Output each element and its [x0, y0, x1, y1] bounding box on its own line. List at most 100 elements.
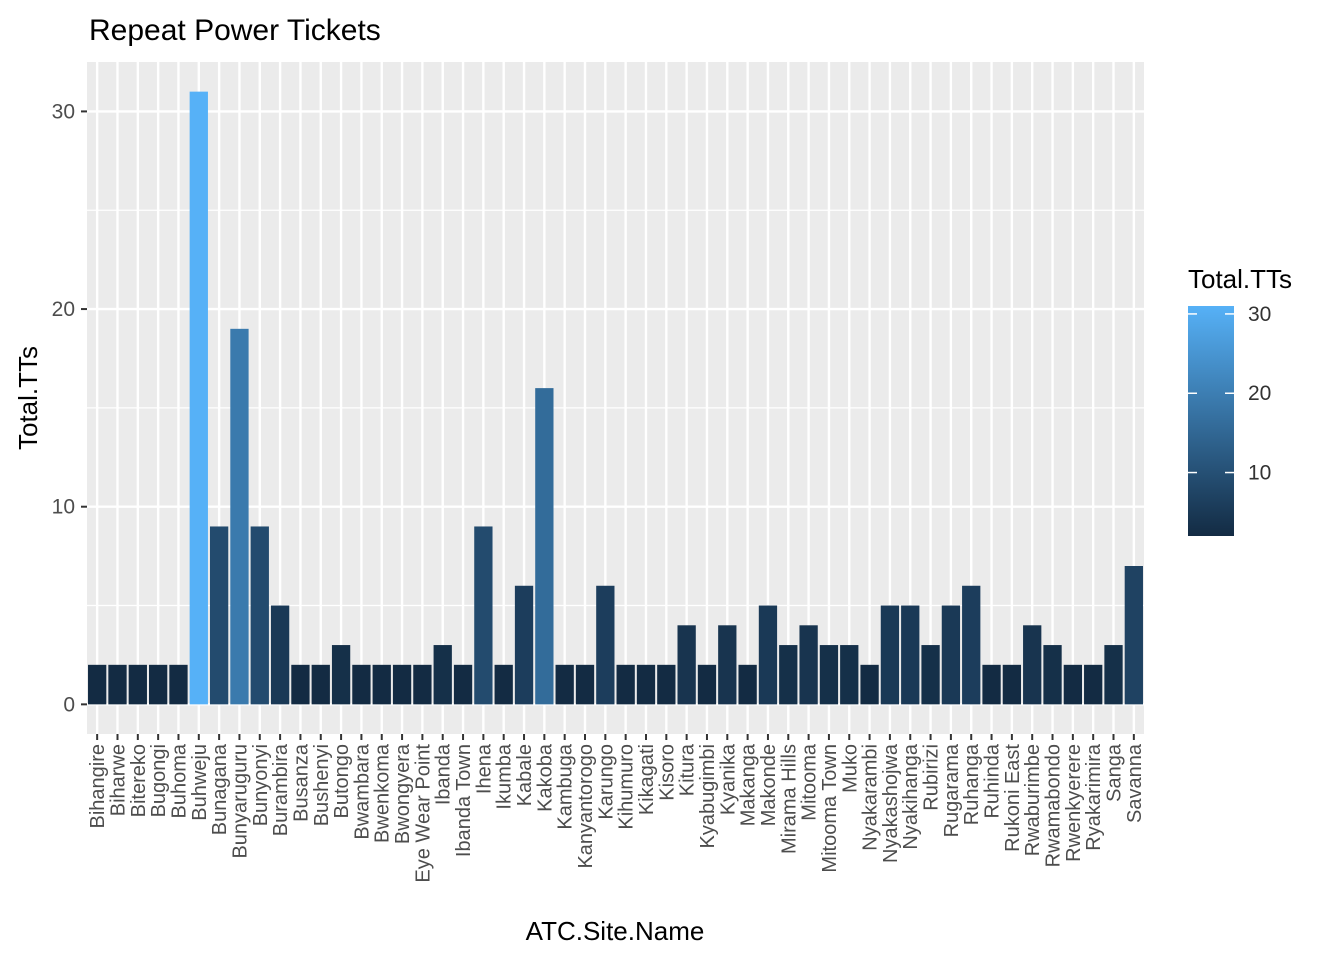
bar [575, 664, 595, 705]
x-tick-label: Rubirizi [921, 744, 943, 811]
x-tick-label: Bihangire [87, 744, 109, 829]
bar [1084, 664, 1103, 705]
bar [1023, 625, 1042, 705]
y-axis-title: Total.TTs [13, 346, 43, 450]
y-tick-label: 20 [52, 298, 75, 321]
x-tick-label: Kambuga [555, 743, 577, 829]
x-tick-label: Ibanda Town [453, 744, 475, 857]
bar [209, 526, 229, 705]
x-tick-label: Mirama Hills [778, 744, 800, 854]
bar [352, 664, 371, 705]
bar [453, 664, 473, 705]
bar [819, 645, 839, 705]
bar [88, 664, 107, 705]
x-tick-label: Kikagati [636, 744, 658, 815]
bar [596, 585, 615, 705]
bar [331, 645, 351, 705]
bar [860, 664, 879, 705]
x-tick-label: Savanna [1124, 743, 1146, 823]
bar [697, 664, 717, 705]
bar [108, 664, 127, 705]
x-tick-label: Rugarama [941, 743, 963, 837]
bar [941, 605, 961, 705]
x-tick-label: Ibanda [433, 743, 455, 805]
bar [982, 664, 1001, 705]
bar [636, 664, 656, 705]
bar [291, 664, 310, 705]
legend-tick-label: 30 [1248, 303, 1271, 326]
x-tick-label: Ikumba [494, 743, 516, 809]
bar [880, 605, 900, 705]
x-tick-label: Ihena [473, 743, 495, 794]
x-tick-label: Rwaburimbe [1022, 744, 1044, 856]
legend-colorbar [1188, 306, 1234, 536]
x-tick-label: Kabale [514, 744, 536, 806]
bar [921, 645, 940, 705]
bar [250, 526, 269, 705]
x-tick-label: Bunyonyi [250, 744, 272, 826]
x-tick-label: Kyanika [717, 743, 739, 815]
y-tick-label: 0 [63, 693, 75, 716]
bar [799, 625, 818, 705]
x-tick-label: Nyakashojwa [880, 743, 902, 863]
x-tick-label: Bunagana [209, 743, 231, 835]
bar [962, 585, 981, 705]
bar [677, 625, 696, 705]
x-tick-label: Butongo [331, 744, 353, 819]
legend-title: Total.TTs [1188, 264, 1292, 294]
x-tick-label: Makanga [738, 743, 760, 826]
bar [1002, 664, 1022, 705]
bar [616, 664, 635, 705]
bar [1063, 664, 1083, 705]
bar [779, 645, 798, 705]
bar [657, 664, 676, 705]
x-tick-label: Biharwe [107, 744, 129, 816]
x-tick-label: Eye Wear Point [412, 744, 434, 883]
x-tick-label: Bitereko [128, 744, 150, 817]
x-tick-label: Bunyaruguru [229, 744, 251, 859]
x-tick-label: Bwambara [351, 743, 373, 839]
bar [718, 625, 737, 705]
legend-tick-label: 20 [1248, 382, 1271, 405]
bar [311, 664, 330, 705]
x-tick-label: Bwenkoma [372, 743, 394, 843]
x-tick-label: Kisoro [656, 744, 678, 801]
y-tick-label: 30 [52, 100, 75, 123]
x-tick-label: Kakoba [534, 743, 556, 812]
x-tick-label: Ruhinda [982, 743, 1004, 818]
x-tick-label: Mitooma [799, 743, 821, 821]
bar [840, 645, 859, 705]
bar [555, 664, 574, 705]
x-tick-label: Buhoma [168, 743, 190, 818]
x-tick-label: Nyakarambi [860, 744, 882, 851]
x-axis-title: ATC.Site.Name [526, 916, 705, 946]
bar [372, 664, 391, 705]
x-tick-label: Makonde [758, 744, 780, 826]
x-tick-label: Muko [839, 744, 861, 793]
y-axis: 0 10 20 30 [52, 100, 87, 716]
legend-ticks: 10 20 30 [1188, 303, 1271, 485]
x-tick-label: Ryakarimira [1083, 743, 1105, 851]
x-tick-label: Bugongi [148, 744, 170, 817]
x-tick-label: Bwongyera [392, 743, 414, 844]
x-tick-label: Nyakihanga [900, 743, 922, 850]
x-tick-label: Rwenkyerere [1063, 744, 1085, 862]
legend: Total.TTs 10 20 30 [1188, 264, 1292, 536]
x-tick-label: Rukoni East [1002, 744, 1024, 852]
x-tick-label: Buhweju [189, 744, 211, 821]
bar [535, 388, 554, 705]
bar [189, 91, 208, 705]
bars [88, 91, 1143, 705]
bar [230, 328, 249, 705]
x-tick-label: Kitura [677, 743, 699, 796]
x-tick-label: Kyabugimbi [697, 744, 719, 849]
x-tick-label: Bushenyi [311, 744, 333, 826]
bar [270, 605, 290, 705]
bar [148, 664, 168, 705]
bar [413, 664, 432, 705]
bar [494, 664, 513, 705]
bar [1104, 645, 1123, 705]
bar [1043, 645, 1062, 705]
x-axis: BihangireBiharweBiterekoBugongiBuhomaBuh… [87, 734, 1146, 883]
bar [758, 605, 778, 705]
